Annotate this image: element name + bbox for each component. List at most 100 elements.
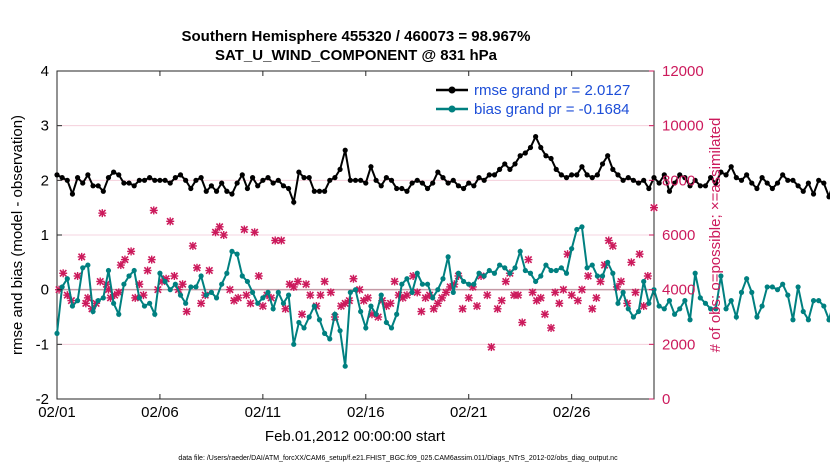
bias-series-point [430, 295, 436, 301]
rmse-series-point [569, 172, 575, 178]
rmse-series-point [816, 177, 822, 183]
rmse-series-point [188, 185, 194, 192]
rmse-series-point [183, 177, 189, 183]
bias-series-point [795, 284, 801, 290]
bias-series-point [512, 265, 518, 271]
rmse-series-point [85, 172, 91, 178]
rmse-series-point [661, 172, 667, 178]
rmse-series-point [810, 191, 817, 197]
obs-count-marker [497, 296, 506, 305]
obs-count-marker [584, 272, 593, 280]
obs-count-marker [386, 299, 395, 308]
bias-series-point [713, 306, 719, 312]
rmse-series-point [497, 166, 503, 172]
rmse-series-point [69, 191, 76, 197]
rmse-series-point [74, 175, 81, 181]
obs-count-marker [98, 209, 107, 218]
obs-count-marker [588, 304, 597, 313]
y-right-tick-label: 6000 [662, 227, 695, 244]
rmse-series-point [136, 177, 142, 183]
bias-series-point [183, 300, 189, 306]
bias-series-point [157, 270, 163, 276]
rmse-series-point [424, 185, 431, 192]
obs-count-marker [643, 272, 652, 280]
y-tick-label: -1 [36, 336, 49, 353]
obs-count-marker [240, 225, 249, 234]
rmse-series-point [435, 169, 441, 175]
obs-count-marker [567, 291, 576, 300]
bias-series-point [491, 270, 498, 276]
bias-series-point [584, 265, 590, 271]
rmse-series-point [244, 185, 251, 192]
bias-series-point [172, 281, 178, 287]
bias-series-point [728, 298, 734, 304]
obs-count-marker [551, 288, 560, 297]
rmse-series-point [368, 164, 374, 170]
legend: rmse grand pr = 2.0127 bias grand pr = -… [436, 82, 630, 118]
bias-series-point [85, 262, 91, 268]
bias-series-point [460, 278, 467, 285]
y-tick-label: 0 [41, 282, 49, 299]
rmse-series-point [404, 188, 410, 194]
bias-series-point [687, 317, 693, 323]
obs-count-marker [120, 255, 129, 264]
rmse-series-point [388, 177, 395, 183]
rmse-series-point [285, 185, 292, 192]
bias-series-point [198, 273, 204, 279]
bias-series-point [527, 270, 534, 276]
bias-series-point [95, 298, 101, 304]
bias-series-point [800, 308, 806, 315]
bias-series-point [810, 298, 817, 304]
rmse-series-point [718, 169, 724, 175]
bias-series-point [327, 336, 333, 342]
bias-series-point [394, 311, 400, 317]
rmse-series-point [666, 188, 673, 194]
rmse-series-point [347, 177, 353, 183]
bias-series-point [785, 292, 791, 298]
bias-series-point [733, 314, 739, 320]
rmse-series-point [270, 180, 276, 186]
rmse-series-point [445, 180, 451, 186]
obs-count-marker [166, 217, 175, 226]
rmse-series-point [162, 177, 168, 183]
bias-series-point [471, 281, 477, 287]
rmse-series-point [558, 172, 564, 178]
obs-count-marker [242, 291, 251, 300]
bias-series-point [538, 273, 544, 279]
bias-series-point [363, 325, 369, 331]
rmse-series-point [733, 175, 739, 181]
rmse-series-point [826, 194, 830, 200]
obs-count-marker [188, 241, 197, 250]
obs-count-marker [650, 203, 658, 212]
obs-count-marker [277, 236, 286, 245]
rmse-series-point [59, 175, 65, 181]
obs-count-marker [547, 323, 556, 332]
bias-series-point [769, 284, 775, 290]
rmse-series-point [646, 185, 652, 192]
bias-series-point [368, 303, 374, 309]
bias-series-point [136, 295, 142, 301]
rmse-series-point [280, 183, 287, 189]
rmse-series-point [594, 172, 600, 178]
rmse-series-point [749, 180, 755, 186]
y-tick-label: 3 [41, 118, 49, 135]
rmse-series-point [373, 177, 379, 183]
bias-series-point [177, 292, 184, 298]
bias-series-point [744, 276, 750, 282]
bias-series-point [64, 276, 70, 282]
rmse-series-point [697, 183, 703, 189]
bias-series-point [141, 303, 148, 309]
bias-series-point [229, 248, 235, 254]
y-tick-label: -2 [36, 391, 49, 408]
legend-bias-label: bias grand pr = -0.1684 [474, 101, 630, 118]
obs-count-marker [205, 266, 214, 275]
rmse-series-point [311, 188, 317, 194]
obs-count-marker [472, 302, 481, 311]
bias-series-point [378, 292, 384, 298]
bias-series-point [641, 278, 647, 285]
rmse-series-point [635, 180, 642, 186]
bias-series-point [466, 281, 472, 287]
obs-count-marker [433, 299, 442, 308]
rmse-series-point [502, 161, 508, 167]
bias-series-point [116, 311, 122, 317]
